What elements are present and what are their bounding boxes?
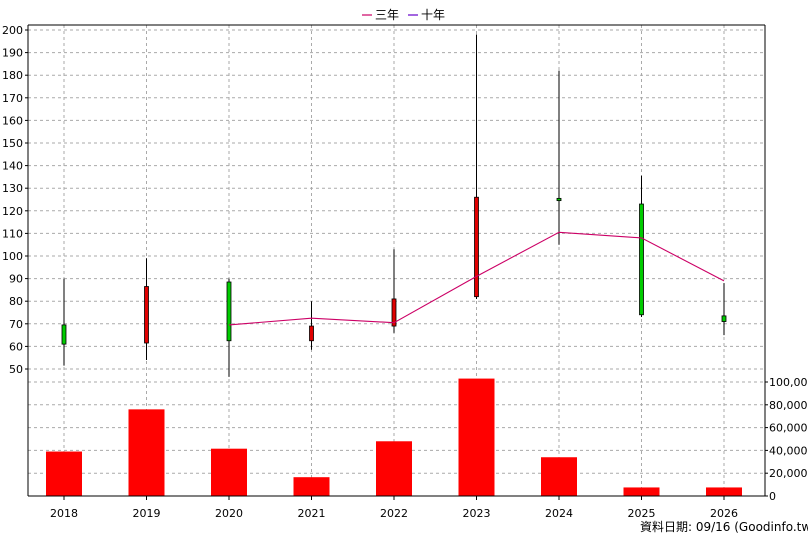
price-tick-label: 130 <box>2 182 23 195</box>
volume-tick-label: 40,000 <box>769 444 808 457</box>
three-year-average-line <box>228 231 725 326</box>
volume-bar-2021 <box>293 477 330 496</box>
price-tick-label: 190 <box>2 47 23 60</box>
legend-3yr-label: 三年 <box>375 8 399 22</box>
price-tick-label: 140 <box>2 160 23 173</box>
candle-body-2022 <box>391 298 397 327</box>
candle-body-2019 <box>144 286 149 344</box>
year-tick-label: 2023 <box>463 507 491 520</box>
year-tick-label: 2024 <box>545 507 573 520</box>
volume-bar-2023 <box>458 378 495 496</box>
candle-body-2021 <box>309 325 314 342</box>
year-axis-ticks: 2018 2019 2020 2021 2022 2023 2024 2025 2026 <box>50 496 738 520</box>
candle-body-2026 <box>721 315 727 322</box>
volume-bars <box>46 378 742 496</box>
candle-body-2018 <box>61 324 67 345</box>
volume-tick-label: 100,000 <box>769 376 808 389</box>
year-tick-label: 2019 <box>133 507 161 520</box>
price-tick-label: 60 <box>9 340 23 353</box>
year-tick-label: 2021 <box>298 507 326 520</box>
price-tick-label: 90 <box>9 273 23 286</box>
price-tick-label: 70 <box>9 318 23 331</box>
price-tick-label: 120 <box>2 205 23 218</box>
price-tick-label: 160 <box>2 114 23 127</box>
volume-bar-2022 <box>376 441 412 496</box>
grid <box>28 25 765 496</box>
candle-body-2020 <box>226 281 232 342</box>
candle-body-2023 <box>474 196 479 298</box>
price-tick-label: 180 <box>2 69 23 82</box>
price-tick-label: 80 <box>9 295 23 308</box>
volume-axis-ticks: 0 20,000 40,000 60,000 80,000 100,000 <box>765 376 808 503</box>
volume-bar-2020 <box>211 448 247 496</box>
axes <box>27 24 766 497</box>
volume-tick-label: 80,000 <box>769 399 808 412</box>
year-tick-label: 2018 <box>50 507 78 520</box>
volume-tick-label: 0 <box>769 490 776 503</box>
year-tick-label: 2020 <box>215 507 243 520</box>
volume-bar-2019 <box>128 409 165 496</box>
source-note: 資料日期: 09/16 (Goodinfo.tw) <box>640 520 808 534</box>
volume-bar-2024 <box>541 457 577 496</box>
year-tick-label: 2025 <box>628 507 656 520</box>
price-tick-label: 50 <box>9 363 23 376</box>
three-year-average-polyline <box>228 231 725 326</box>
price-tick-label: 100 <box>2 250 23 263</box>
year-tick-label: 2022 <box>380 507 408 520</box>
candle-body-2024 <box>556 197 562 202</box>
volume-tick-label: 20,000 <box>769 467 808 480</box>
volume-bar-2025 <box>623 487 660 496</box>
price-tick-label: 110 <box>2 227 23 240</box>
volume-bar-2026 <box>706 487 742 496</box>
volume-tick-label: 60,000 <box>769 422 808 435</box>
price-tick-label: 170 <box>2 92 23 105</box>
candles <box>61 34 727 377</box>
legend: 三年 十年 <box>362 8 445 22</box>
price-axis-ticks: 50 60 70 80 90 100 110 120 130 140 150 160 170 180 190… <box>2 24 28 376</box>
legend-10yr-label: 十年 <box>421 8 445 22</box>
volume-bar-2018 <box>46 451 82 496</box>
price-tick-label: 150 <box>2 137 23 150</box>
year-tick-label: 2026 <box>710 507 738 520</box>
candle-body-2025 <box>639 203 644 316</box>
price-tick-label: 200 <box>2 24 23 37</box>
